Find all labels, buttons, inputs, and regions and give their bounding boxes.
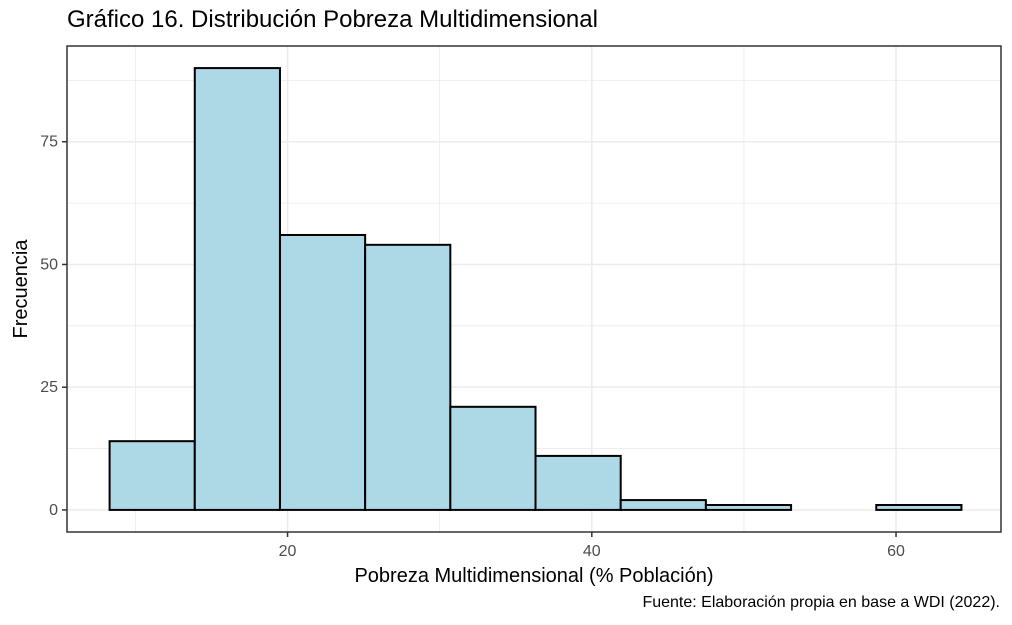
- histogram-bar: [619, 499, 707, 511]
- y-axis-title: Frecuencia: [10, 239, 32, 339]
- y-tick-label: 50: [40, 256, 58, 273]
- histogram-bar: [449, 405, 537, 511]
- x-axis-title: Pobreza Multidimensional (% Población): [354, 565, 713, 587]
- x-tick-label: 20: [279, 543, 297, 560]
- y-tick-label: 0: [49, 502, 58, 519]
- source-caption: Fuente: Elaboración propia en base a WDI…: [642, 594, 1000, 611]
- histogram-bars: [108, 67, 963, 511]
- histogram-bar: [364, 243, 452, 511]
- plot-panel-border: [66, 45, 1002, 533]
- x-axis: 20 40 60: [279, 532, 905, 560]
- y-tick-label: 25: [40, 379, 58, 396]
- y-axis: 0 25 50 75: [40, 134, 67, 519]
- x-tick-label: 40: [583, 543, 601, 560]
- chart-title: Gráfico 16. Distribución Pobreza Multidi…: [67, 6, 598, 33]
- histogram-bar: [704, 504, 793, 511]
- histogram-bar: [108, 440, 196, 511]
- histogram-bar: [875, 504, 963, 511]
- histogram-bar: [534, 454, 622, 511]
- histogram-bar: [193, 67, 281, 511]
- histogram-bar: [278, 234, 367, 511]
- x-tick-label: 60: [887, 543, 905, 560]
- y-tick-label: 75: [40, 134, 58, 151]
